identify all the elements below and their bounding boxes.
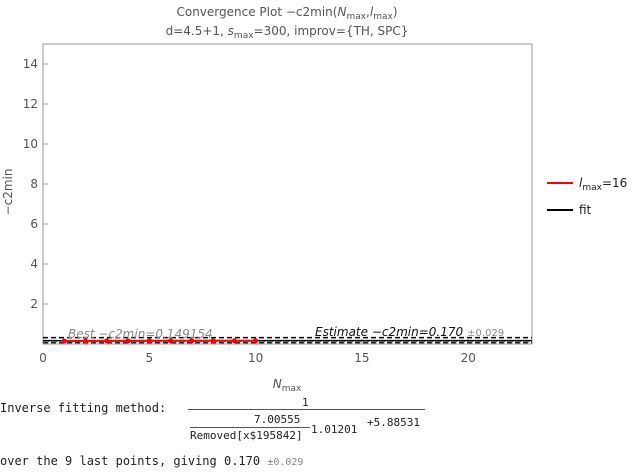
y-tick-label: 2 <box>30 297 38 311</box>
legend-label-lmax16: lmax=16 <box>579 176 627 193</box>
plot-frame <box>42 43 533 345</box>
fit-fraction-bar <box>188 409 425 410</box>
fit-inner-fraction-bar <box>190 427 310 428</box>
fit-removed-term: Removed[x$195842] <box>190 429 303 442</box>
fit-summary-error: ±0.029 <box>267 457 304 468</box>
data-point <box>253 338 259 344</box>
x-tick-label: 20 <box>461 351 476 365</box>
y-tick-label: 6 <box>30 217 38 231</box>
data-point <box>104 338 110 344</box>
estimate-annotation: Estimate −c2min=0.170 ±0.029 <box>315 325 504 339</box>
data-point <box>189 338 195 344</box>
data-point <box>61 338 67 344</box>
y-tick-label: 14 <box>23 57 38 71</box>
y-tick-label: 10 <box>23 137 38 151</box>
best-annotation: Best −c2min=0.149154 <box>68 327 213 341</box>
fit-method-label: Inverse fitting method: <box>0 401 167 415</box>
fit-inner-numerator: 7.00555 <box>254 413 301 426</box>
fit-numerator: 1 <box>302 396 309 409</box>
fit-summary-text: over the 9 last points, giving 0.170 <box>0 454 261 468</box>
x-tick-label: 5 <box>145 351 153 365</box>
x-tick-label: 15 <box>354 351 369 365</box>
data-point <box>168 338 174 344</box>
legend-label-fit: fit <box>579 203 592 217</box>
fit-constant: +5.88531 <box>367 416 420 429</box>
x-tick-label: 10 <box>248 351 263 365</box>
data-point <box>83 338 89 344</box>
legend: lmax=16 fit <box>547 176 627 217</box>
y-tick-label: 8 <box>30 177 38 191</box>
fit-summary: over the 9 last points, giving 0.170 ±0.… <box>0 454 303 468</box>
data-point <box>231 338 237 344</box>
x-tick-label: 0 <box>39 351 47 365</box>
data-point <box>210 338 216 344</box>
y-tick-label: 4 <box>30 257 38 271</box>
data-point <box>146 338 152 344</box>
y-axis-label: −c2min <box>1 169 15 216</box>
chart-title: Convergence Plot −c2min(Nmax,lmax) <box>176 5 397 22</box>
x-axis-label: Nmax <box>273 377 302 394</box>
y-tick-label: 12 <box>23 97 38 111</box>
fit-exponent: 1.01201 <box>311 423 358 436</box>
chart-subtitle: d=4.5+1, smax=300, improv={TH, SPC} <box>166 24 409 41</box>
data-point <box>125 338 131 344</box>
convergence-chart: Convergence Plot −c2min(Nmax,lmax) d=4.5… <box>1 5 627 394</box>
